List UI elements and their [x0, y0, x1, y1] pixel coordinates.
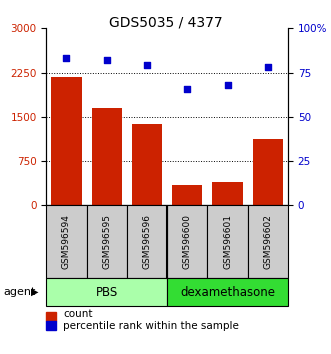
Text: ▶: ▶ — [31, 287, 39, 297]
Bar — [132, 124, 162, 205]
Bar — [213, 182, 243, 205]
Bar — [167, 278, 288, 306]
Point — [104, 57, 109, 63]
Bar — [87, 205, 127, 278]
Point — [225, 82, 230, 88]
Text: agent: agent — [3, 287, 36, 297]
Text: GSM596596: GSM596596 — [143, 214, 152, 269]
Bar — [92, 108, 122, 205]
Bar — [167, 205, 208, 278]
Bar — [46, 205, 87, 278]
Text: count: count — [63, 309, 92, 319]
Point — [185, 86, 190, 91]
Text: GSM596594: GSM596594 — [62, 214, 71, 269]
Text: percentile rank within the sample: percentile rank within the sample — [63, 321, 239, 331]
Bar — [51, 77, 81, 205]
Bar — [172, 185, 202, 205]
Text: PBS: PBS — [96, 286, 118, 298]
Bar — [46, 278, 167, 306]
Text: GSM596601: GSM596601 — [223, 214, 232, 269]
Bar — [208, 205, 248, 278]
Bar — [248, 205, 288, 278]
Point — [144, 63, 150, 68]
Point — [265, 64, 270, 70]
Text: GSM596600: GSM596600 — [183, 214, 192, 269]
Bar — [253, 139, 283, 205]
Point — [64, 56, 69, 61]
Text: GDS5035 / 4377: GDS5035 / 4377 — [109, 16, 222, 30]
Text: GSM596595: GSM596595 — [102, 214, 111, 269]
Text: dexamethasone: dexamethasone — [180, 286, 275, 298]
Text: GSM596602: GSM596602 — [263, 214, 272, 269]
Bar — [127, 205, 167, 278]
